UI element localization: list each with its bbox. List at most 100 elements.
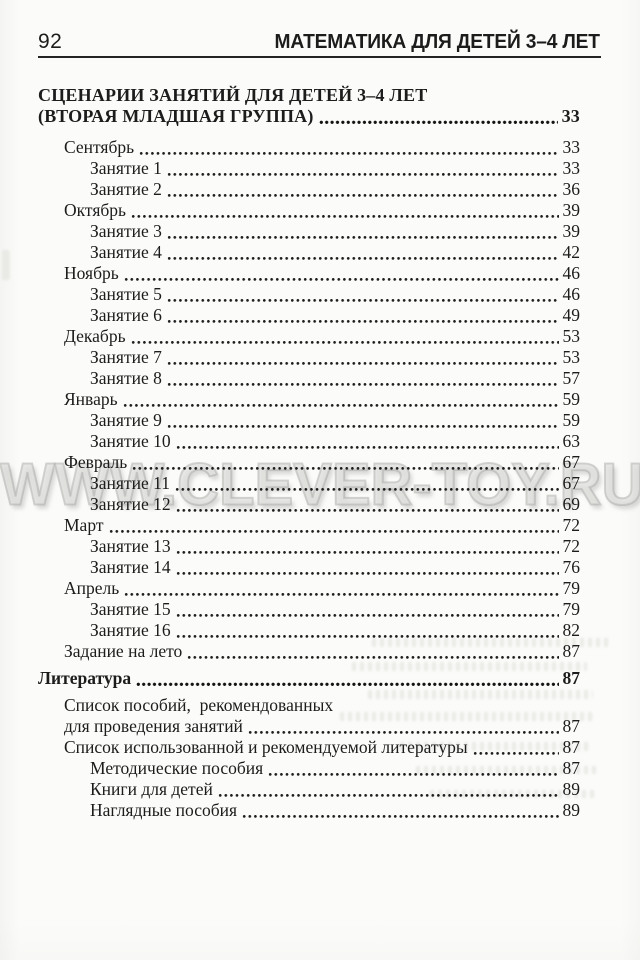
- leader-dots: [166, 193, 559, 198]
- leader-dots: [166, 235, 559, 240]
- leader-dots: [242, 814, 559, 819]
- page-number: 92: [38, 30, 63, 53]
- toc-entry: Список пособий, рекомендованных: [38, 695, 580, 716]
- toc-entry-label: Октябрь: [64, 200, 127, 220]
- toc-entry-label: Занятие 5: [90, 284, 162, 304]
- toc-entry-page: 42: [562, 242, 581, 262]
- toc-title-page: 33: [561, 106, 580, 126]
- toc-entry-page: 53: [562, 326, 581, 346]
- toc-entry: Январь 59: [38, 389, 580, 410]
- toc-entry-label: Занятие 2: [90, 179, 162, 199]
- toc-entry: Книги для детей 89: [38, 779, 580, 800]
- leader-dots: [187, 655, 559, 660]
- leader-dots: [174, 487, 559, 492]
- toc-entry-label: Задание на лето: [64, 641, 183, 661]
- toc-entry: Список использованной и рекомендуемой ли…: [38, 737, 580, 758]
- leader-dots: [166, 382, 559, 387]
- toc-entry-page: 33: [562, 158, 581, 178]
- toc-entry-label: Литература: [38, 668, 132, 688]
- toc-entry-page: 36: [562, 179, 581, 199]
- toc-entry: Занятие 10 63: [38, 431, 580, 452]
- toc-entry-label: Занятие 13: [90, 536, 171, 556]
- leader-dots: [175, 613, 559, 618]
- leader-dots: [124, 592, 559, 597]
- leader-dots: [472, 751, 559, 756]
- toc-entry-label: Наглядные пособия: [90, 800, 238, 820]
- toc-entry-page: 87: [562, 668, 581, 688]
- toc-entry-page: 87: [562, 758, 581, 778]
- toc-entry-label: Книги для детей: [90, 779, 213, 799]
- leader-dots: [166, 424, 559, 429]
- toc-entry-page: 39: [562, 221, 581, 241]
- toc-entry: Занятие 1 33: [38, 158, 580, 179]
- toc-entry-page: 89: [562, 800, 581, 820]
- toc-entry: Занятие 3 39: [38, 221, 580, 242]
- toc-entry: Занятие 13 72: [38, 536, 580, 557]
- toc-entry: Литература 87: [38, 668, 580, 689]
- toc-entry: Сентябрь 33: [38, 137, 580, 158]
- toc-entry-label: Сентябрь: [64, 137, 135, 157]
- toc-entry-label: Декабрь: [64, 326, 126, 346]
- leader-dots: [136, 682, 559, 687]
- toc-entry-label: Занятие 9: [90, 410, 162, 430]
- toc-entry-page: 87: [562, 716, 581, 736]
- toc-entry-label: Занятие 1: [90, 158, 162, 178]
- toc-entry: Занятие 14 76: [38, 557, 580, 578]
- leader-dots: [166, 298, 559, 303]
- toc-entry: Занятие 2 36: [38, 179, 580, 200]
- toc-entry-label: Занятие 8: [90, 368, 162, 388]
- toc-entry: Февраль 67: [38, 452, 580, 473]
- leader-dots: [166, 172, 559, 177]
- leader-dots: [122, 403, 559, 408]
- toc-entry-label: Март: [64, 515, 104, 535]
- toc-entry-page: 39: [562, 200, 581, 220]
- toc-entry-label: Занятие 7: [90, 347, 162, 367]
- toc-entry-page: 79: [562, 599, 581, 619]
- toc-entry-label: Занятие 6: [90, 305, 162, 325]
- toc-entry-page: 59: [562, 389, 581, 409]
- toc-entry: Занятие 4 42: [38, 242, 580, 263]
- toc-entry-page: 57: [562, 368, 581, 388]
- leader-dots: [217, 793, 559, 798]
- toc-entry: для проведения занятий 87: [38, 716, 580, 737]
- toc-entry-page: 67: [562, 452, 581, 472]
- toc-entry-label: Занятие 16: [90, 620, 171, 640]
- toc-entry-label: Список использованной и рекомендуемой ли…: [64, 737, 468, 757]
- toc-entry-page: 82: [562, 620, 581, 640]
- toc-entry-label: Список пособий, рекомендованных: [64, 695, 334, 715]
- toc-entries: Сентябрь 33 Занятие 1 33 Занятие 2 36 Октябрь 3…: [38, 137, 580, 821]
- toc-entry-label: Январь: [64, 389, 118, 409]
- toc-entry: Методические пособия 87: [38, 758, 580, 779]
- leader-dots: [175, 508, 559, 513]
- toc-entry: Занятие 8 57: [38, 368, 580, 389]
- toc-entry: Октябрь 39: [38, 200, 580, 221]
- toc-entry: Занятие 5 46: [38, 284, 580, 305]
- table-of-contents: СЦЕНАРИИ ЗАНЯТИЙ ДЛЯ ДЕТЕЙ 3–4 ЛЕТ (ВТОР…: [38, 84, 580, 821]
- toc-entry-label: Занятие 10: [90, 431, 171, 451]
- toc-entry: Занятие 11 67: [38, 473, 580, 494]
- toc-entry-page: 49: [562, 305, 581, 325]
- leader-dots: [166, 319, 559, 324]
- toc-entry-page: 53: [562, 347, 581, 367]
- toc-entry-page: 72: [562, 515, 581, 535]
- toc-title-line-2-row: (ВТОРАЯ МЛАДШАЯ ГРУППА) 33: [38, 106, 580, 127]
- toc-entry-page: 87: [562, 641, 581, 661]
- leader-dots: [268, 772, 559, 777]
- toc-entry: Март 72: [38, 515, 580, 536]
- toc-entry-page: 76: [562, 557, 581, 577]
- toc-entry-page: 33: [562, 137, 581, 157]
- toc-entry-label: Ноябрь: [64, 263, 119, 283]
- toc-entry: Занятие 6 49: [38, 305, 580, 326]
- leader-dots: [131, 214, 559, 219]
- leader-dots: [132, 466, 559, 471]
- leader-dots: [175, 550, 559, 555]
- toc-entry-label: Февраль: [64, 452, 128, 472]
- leader-dots: [318, 120, 558, 125]
- toc-entry-label: Апрель: [64, 578, 120, 598]
- toc-entry: Ноябрь 46: [38, 263, 580, 284]
- toc-entry: Занятие 7 53: [38, 347, 580, 368]
- toc-entry-page: 46: [562, 263, 581, 283]
- header-rule: [38, 56, 601, 58]
- leader-dots: [123, 277, 559, 282]
- toc-entry: Занятие 12 69: [38, 494, 580, 515]
